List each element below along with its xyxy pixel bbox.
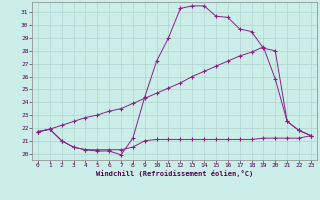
X-axis label: Windchill (Refroidissement éolien,°C): Windchill (Refroidissement éolien,°C) bbox=[96, 170, 253, 177]
